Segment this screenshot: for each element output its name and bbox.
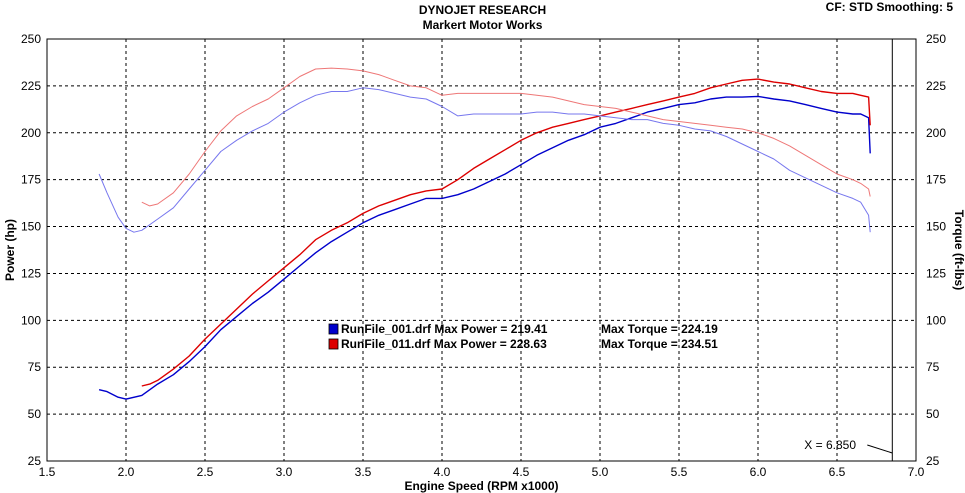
x-tick-label: 2.5 [197, 465, 214, 479]
y-tick-label-right: 25 [926, 454, 940, 468]
legend-torque: Max Torque = 224.19 [601, 322, 718, 336]
y-tick-label-right: 50 [926, 407, 940, 421]
x-tick-label: 6.5 [829, 465, 846, 479]
x-tick-label: 2.0 [118, 465, 135, 479]
x-tick-label: 7.0 [908, 465, 925, 479]
y-tick-label-right: 75 [926, 360, 940, 374]
x-tick-label: 4.5 [513, 465, 530, 479]
y-tick-label-left: 75 [28, 360, 42, 374]
legend-swatch [328, 338, 339, 350]
chart-subtitle: Markert Motor Works [422, 18, 543, 32]
series-line-power [141, 78, 871, 387]
series-lines [98, 67, 871, 400]
y-tick-label-left: 125 [21, 266, 41, 280]
y-tick-label-right: 250 [926, 32, 946, 46]
y-tick-label-left: 25 [28, 454, 42, 468]
y-tick-label-left: 175 [21, 173, 41, 187]
tick-labels: 1.5 2.0 2.5 3.0 3.5 4.0 4.5 5.0 5.5 6.0 6.5 7.025 25… [21, 32, 946, 479]
legend-file: RunFile_001.drf Max Power = 219.41 [341, 322, 548, 336]
y-tick-label-left: 150 [21, 220, 41, 234]
legend-torque: Max Torque = 234.51 [601, 337, 718, 351]
correction-smoothing-info: CF: STD Smoothing: 5 [825, 0, 953, 14]
x-tick-label: 3.5 [355, 465, 372, 479]
legend-swatch [328, 323, 339, 335]
y-tick-label-right: 100 [926, 313, 946, 327]
x-axis-label: Engine Speed (RPM x1000) [404, 479, 558, 493]
grid-lines [47, 39, 916, 461]
chart-title: DYNOJET RESEARCH [418, 3, 547, 17]
legend: RunFile_001.drf Max Power = 219.41 Max To… [328, 322, 718, 351]
y-tick-label-left: 225 [21, 79, 41, 93]
x-tick-label: 6.0 [750, 465, 767, 479]
cursor-label: X = 6.850 [804, 438, 856, 452]
y-tick-label-left: 250 [21, 32, 41, 46]
y-axis-label-right: Torque (ft-lbs) [952, 210, 965, 290]
series-line-torque [98, 87, 871, 233]
x-tick-label: 4.0 [434, 465, 451, 479]
cursor: X = 6.850 [804, 39, 893, 461]
plot-area [46, 38, 917, 462]
y-tick-label-right: 200 [926, 126, 946, 140]
x-tick-label: 3.0 [276, 465, 293, 479]
y-tick-label-right: 150 [926, 220, 946, 234]
cursor-pointer [867, 444, 893, 454]
y-tick-label-right: 225 [926, 79, 946, 93]
y-tick-label-left: 100 [21, 313, 41, 327]
series-line-torque [141, 67, 871, 207]
legend-file: RunFile_011.drf Max Power = 228.63 [341, 337, 547, 351]
x-tick-label: 5.0 [592, 465, 609, 479]
x-tick-label: 5.5 [671, 465, 688, 479]
x-tick-label: 1.5 [39, 465, 56, 479]
y-tick-label-left: 200 [21, 126, 41, 140]
y-axis-label-left: Power (hp) [3, 219, 17, 281]
y-tick-label-right: 125 [926, 266, 946, 280]
y-tick-label-left: 50 [28, 407, 42, 421]
series-line-power [98, 95, 871, 400]
y-tick-label-right: 175 [926, 173, 946, 187]
